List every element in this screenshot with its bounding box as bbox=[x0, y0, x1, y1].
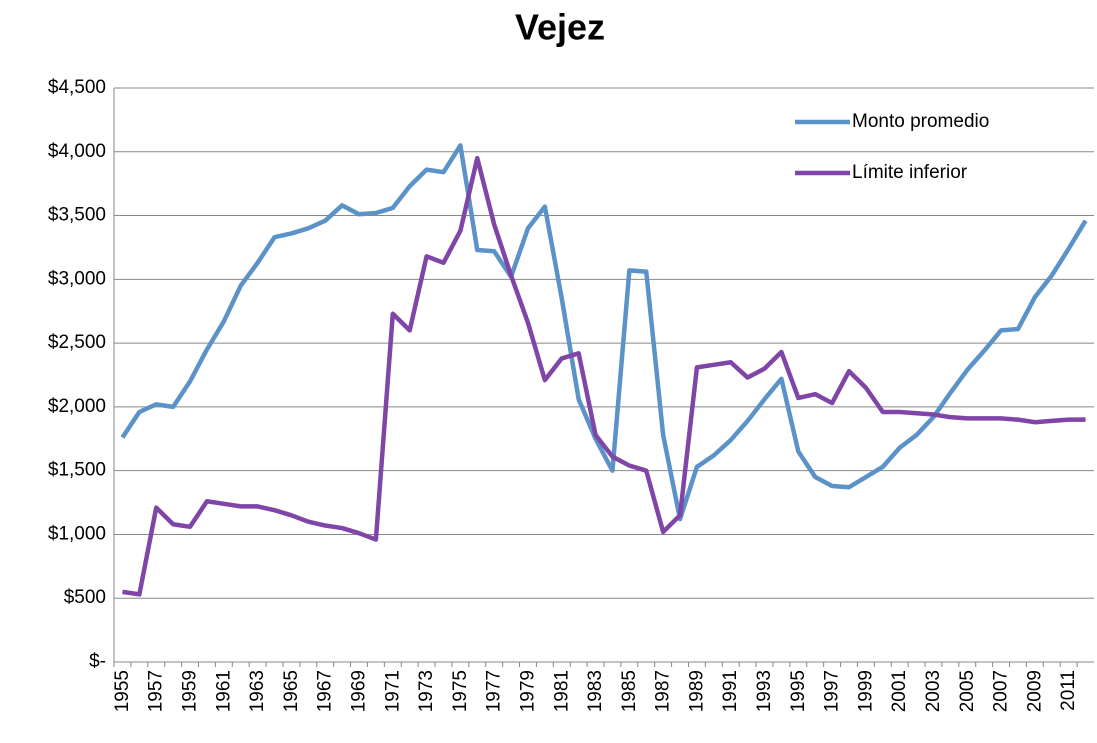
x-tick-label: 1979 bbox=[517, 670, 538, 712]
x-tick-label: 1963 bbox=[247, 670, 268, 712]
x-tick-label: 2003 bbox=[923, 670, 944, 712]
legend-label: Monto promedio bbox=[852, 111, 989, 132]
y-tick-label: $1,500 bbox=[48, 460, 106, 481]
x-tick-label: 1999 bbox=[855, 670, 876, 712]
y-tick-label: $1,000 bbox=[48, 523, 106, 544]
x-tick-label: 1971 bbox=[382, 670, 403, 712]
y-tick-label: $3,000 bbox=[48, 268, 106, 289]
legend-label: Límite inferior bbox=[852, 162, 968, 183]
x-tick-label: 1961 bbox=[213, 670, 234, 712]
y-tick-label: $500 bbox=[64, 587, 106, 608]
x-tick-label: 1993 bbox=[754, 670, 775, 712]
x-tick-label: 2001 bbox=[889, 670, 910, 712]
x-tick-label: 2011 bbox=[1058, 670, 1079, 711]
x-tick-label: 1983 bbox=[585, 670, 606, 712]
chart-title: Vejez bbox=[515, 7, 605, 48]
line-series bbox=[120, 143, 1088, 522]
y-tick-label: $2,500 bbox=[48, 332, 106, 353]
x-tick-label: 1957 bbox=[146, 670, 167, 712]
y-tick-label: $3,500 bbox=[48, 205, 106, 226]
y-tick-label: $2,000 bbox=[48, 396, 106, 417]
x-tick-label: 1987 bbox=[653, 670, 674, 712]
x-tick-label: 1967 bbox=[315, 670, 336, 712]
x-tick-label: 1989 bbox=[686, 670, 707, 712]
x-tick-label: 1955 bbox=[112, 670, 133, 712]
x-tick-label: 1981 bbox=[551, 670, 572, 712]
x-tick-label: 1965 bbox=[281, 670, 302, 712]
x-tick-label: 1997 bbox=[822, 670, 843, 712]
x-tick-label: 1969 bbox=[349, 670, 370, 712]
x-tick-label: 1985 bbox=[619, 670, 640, 712]
x-tick-label: 2005 bbox=[957, 670, 978, 712]
x-tick-label: 1959 bbox=[180, 670, 201, 712]
x-tick-label: 1973 bbox=[416, 670, 437, 712]
x-tick-label: 2009 bbox=[1024, 670, 1045, 712]
line-series bbox=[122, 155, 1086, 597]
x-tick-label: 1977 bbox=[484, 670, 505, 712]
y-tick-label: $4,000 bbox=[48, 141, 106, 162]
x-tick-label: 1995 bbox=[788, 670, 809, 712]
y-tick-label: $4,500 bbox=[48, 77, 106, 98]
x-tick-label: 2007 bbox=[991, 670, 1012, 712]
x-tick-label: 1991 bbox=[720, 670, 741, 712]
y-tick-label: $- bbox=[89, 651, 106, 672]
x-tick-label: 1975 bbox=[450, 670, 471, 712]
